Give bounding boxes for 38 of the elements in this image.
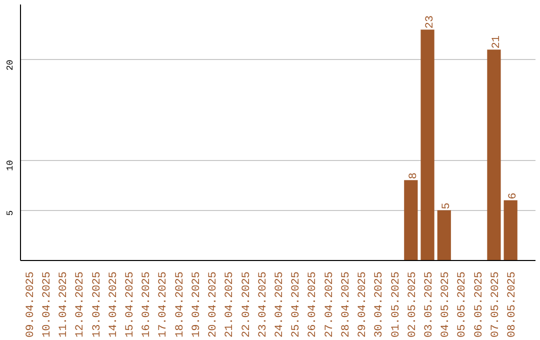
y-tick-label: 10 [6,160,16,171]
x-tick-label: 22.04.2025 [240,271,253,338]
x-tick-label: 29.04.2025 [357,271,370,338]
x-tick-label: 20.04.2025 [208,271,220,338]
data-label: 8 [408,172,420,180]
x-tick-label: 23.04.2025 [257,271,270,338]
x-tick-label: 13.04.2025 [91,271,104,338]
x-tick-label: 24.04.2025 [274,271,286,338]
x-tick-label: 12.04.2025 [74,271,87,338]
x-tick-label: 30.04.2025 [374,271,386,338]
x-tick-label: 17.04.2025 [158,271,170,338]
x-tick-label: 09.04.2025 [24,271,37,338]
data-label: 6 [508,192,520,200]
x-tick-label: 26.04.2025 [307,271,320,338]
x-tick-label: 05.05.2025 [456,271,469,338]
x-tick-label: 04.05.2025 [440,271,452,338]
x-tick-label: 07.05.2025 [490,271,502,338]
x-tick-label: 08.05.2025 [506,271,519,338]
x-tick-label: 15.04.2025 [124,271,136,338]
x-tick-label: 10.04.2025 [41,271,54,338]
data-label: 23 [424,15,437,29]
data-label: 21 [490,35,503,49]
y-tick-label: 5 [6,210,16,216]
x-tick-label: 16.04.2025 [141,271,154,338]
x-tick-label: 27.04.2025 [324,271,336,338]
x-tick-label: 03.05.2025 [424,271,436,338]
x-tick-label: 11.04.2025 [58,271,70,338]
x-tick-label: 28.04.2025 [340,271,352,338]
x-tick-label: 14.04.2025 [108,271,120,338]
x-tick-label: 18.04.2025 [174,271,186,338]
data-label: 5 [441,202,454,210]
x-tick-label: 01.05.2025 [390,271,402,338]
x-tick-label: 21.04.2025 [224,271,236,338]
y-tick-label: 20 [6,60,16,71]
x-tick-label: 02.05.2025 [406,271,419,338]
x-tick-label: 25.04.2025 [290,271,303,338]
x-tick-label: 19.04.2025 [190,271,203,338]
x-tick-label: 06.05.2025 [473,271,486,338]
